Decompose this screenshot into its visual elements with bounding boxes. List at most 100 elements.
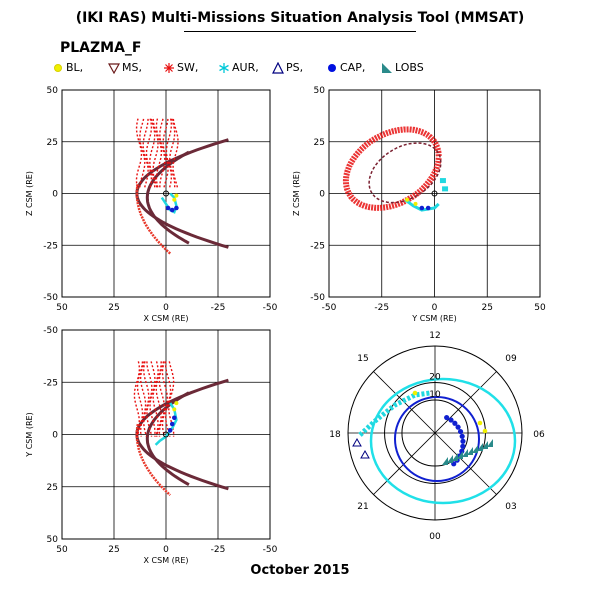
bl-point — [172, 407, 177, 412]
legend-label: SW, — [177, 61, 199, 74]
sw-track — [142, 361, 150, 437]
lobs-point — [452, 453, 458, 461]
cap-marker-icon — [328, 64, 336, 72]
lobs-point — [447, 455, 453, 463]
legend-label: AUR, — [232, 61, 259, 74]
sw-track — [146, 361, 153, 437]
cap-point — [444, 414, 450, 421]
y-tick-label: 25 — [47, 483, 58, 493]
sw-track — [162, 116, 169, 188]
aur-point — [442, 186, 449, 192]
y-tick-label: -25 — [43, 241, 58, 251]
sw-track — [149, 361, 156, 437]
cap-point — [460, 443, 466, 449]
ps-marker-icon — [272, 62, 284, 74]
sw-track — [139, 116, 146, 188]
x-tick-label: -50 — [263, 545, 278, 555]
legend: BL, MS, SW, AUR, PS, CAP, LOBS — [0, 60, 600, 78]
x-axis-label: Y CSM (RE) — [411, 314, 456, 323]
aur-track — [358, 390, 431, 437]
bl-marker-icon — [54, 64, 62, 72]
y-tick-label: 25 — [314, 138, 325, 148]
y-tick-label: -25 — [43, 378, 58, 388]
auroral-oval-inner — [394, 396, 480, 482]
mlt-label: 15 — [357, 354, 368, 364]
ms-marker-icon — [108, 63, 120, 74]
sw-track — [133, 361, 141, 437]
legend-label: MS, — [122, 61, 142, 74]
cap-point — [460, 438, 466, 444]
y-tick-label: 0 — [52, 431, 58, 441]
legend-label: CAP, — [340, 61, 366, 74]
bl-point — [482, 428, 488, 434]
cap-point — [455, 424, 461, 430]
x-axis-label: X CSM (RE) — [144, 556, 189, 565]
sw-track — [165, 116, 173, 188]
bl-point — [174, 193, 179, 198]
polar-spoke — [373, 371, 497, 495]
cap-point — [452, 420, 458, 426]
bowshock-curve — [135, 423, 172, 497]
bl-point — [172, 197, 177, 202]
cap-point — [172, 415, 177, 421]
mlt-label: 03 — [505, 502, 516, 512]
aur-marker-icon — [219, 63, 229, 73]
sw-loop — [342, 126, 442, 211]
auroral-oval-outer — [369, 377, 517, 505]
cap-point — [457, 428, 464, 435]
mlt-label: 00 — [429, 532, 441, 542]
y-tick-label: 50 — [47, 86, 59, 96]
lobs-point — [482, 441, 488, 449]
ps-point — [360, 449, 370, 459]
sw-track — [152, 361, 159, 437]
date-label: October 2015 — [250, 563, 350, 578]
lobs-point — [467, 447, 473, 455]
bl-point — [413, 201, 418, 206]
x-tick-label: -50 — [322, 303, 337, 313]
mlt-label: 09 — [505, 354, 517, 364]
legend-label: PS, — [286, 61, 304, 74]
x-tick-label: 50 — [534, 303, 546, 313]
x-tick-label: -25 — [211, 545, 226, 555]
bl-point — [174, 401, 179, 406]
cap-point — [425, 205, 431, 211]
sw-marker-icon — [164, 63, 174, 73]
x-tick-label: -25 — [211, 303, 226, 313]
mlt-label: 21 — [357, 502, 368, 512]
y-tick-label: 0 — [52, 190, 58, 200]
sw-track — [164, 361, 172, 437]
x-tick-label: 25 — [108, 303, 119, 313]
earth-marker — [431, 190, 438, 197]
x-tick-label: 0 — [432, 303, 438, 313]
bl-point — [412, 390, 418, 396]
radial-label: 20 — [429, 373, 441, 383]
y-tick-label: -50 — [310, 293, 325, 303]
chart-panel-x-z — [61, 89, 271, 298]
aur-track — [160, 192, 178, 214]
sw-track — [161, 361, 169, 437]
title-underline — [184, 31, 416, 32]
y-tick-label: -50 — [43, 326, 58, 336]
chart-panel-y-z — [328, 89, 541, 298]
y-axis-label: Z CSM (RE) — [25, 171, 34, 216]
x-tick-label: 0 — [163, 303, 169, 313]
plot-frame — [328, 89, 541, 298]
earth-marker — [163, 431, 169, 438]
legend-label: BL, — [66, 61, 84, 74]
cap-point — [169, 421, 175, 427]
sw-track — [158, 361, 166, 437]
cap-point — [448, 417, 454, 423]
y-tick-label: 0 — [319, 190, 325, 200]
cap-point — [419, 205, 425, 211]
y-tick-label: 50 — [47, 535, 59, 545]
cap-point — [174, 205, 179, 211]
x-tick-label: 50 — [56, 303, 68, 313]
x-tick-label: -25 — [374, 303, 389, 313]
sw-track — [142, 116, 149, 188]
chart-panel-polar-mlt — [347, 345, 523, 521]
plot-frame — [61, 89, 271, 298]
bl-point — [477, 420, 483, 426]
y-tick-label: -50 — [43, 293, 58, 303]
cap-point — [165, 205, 171, 211]
lobs-point — [462, 449, 468, 457]
